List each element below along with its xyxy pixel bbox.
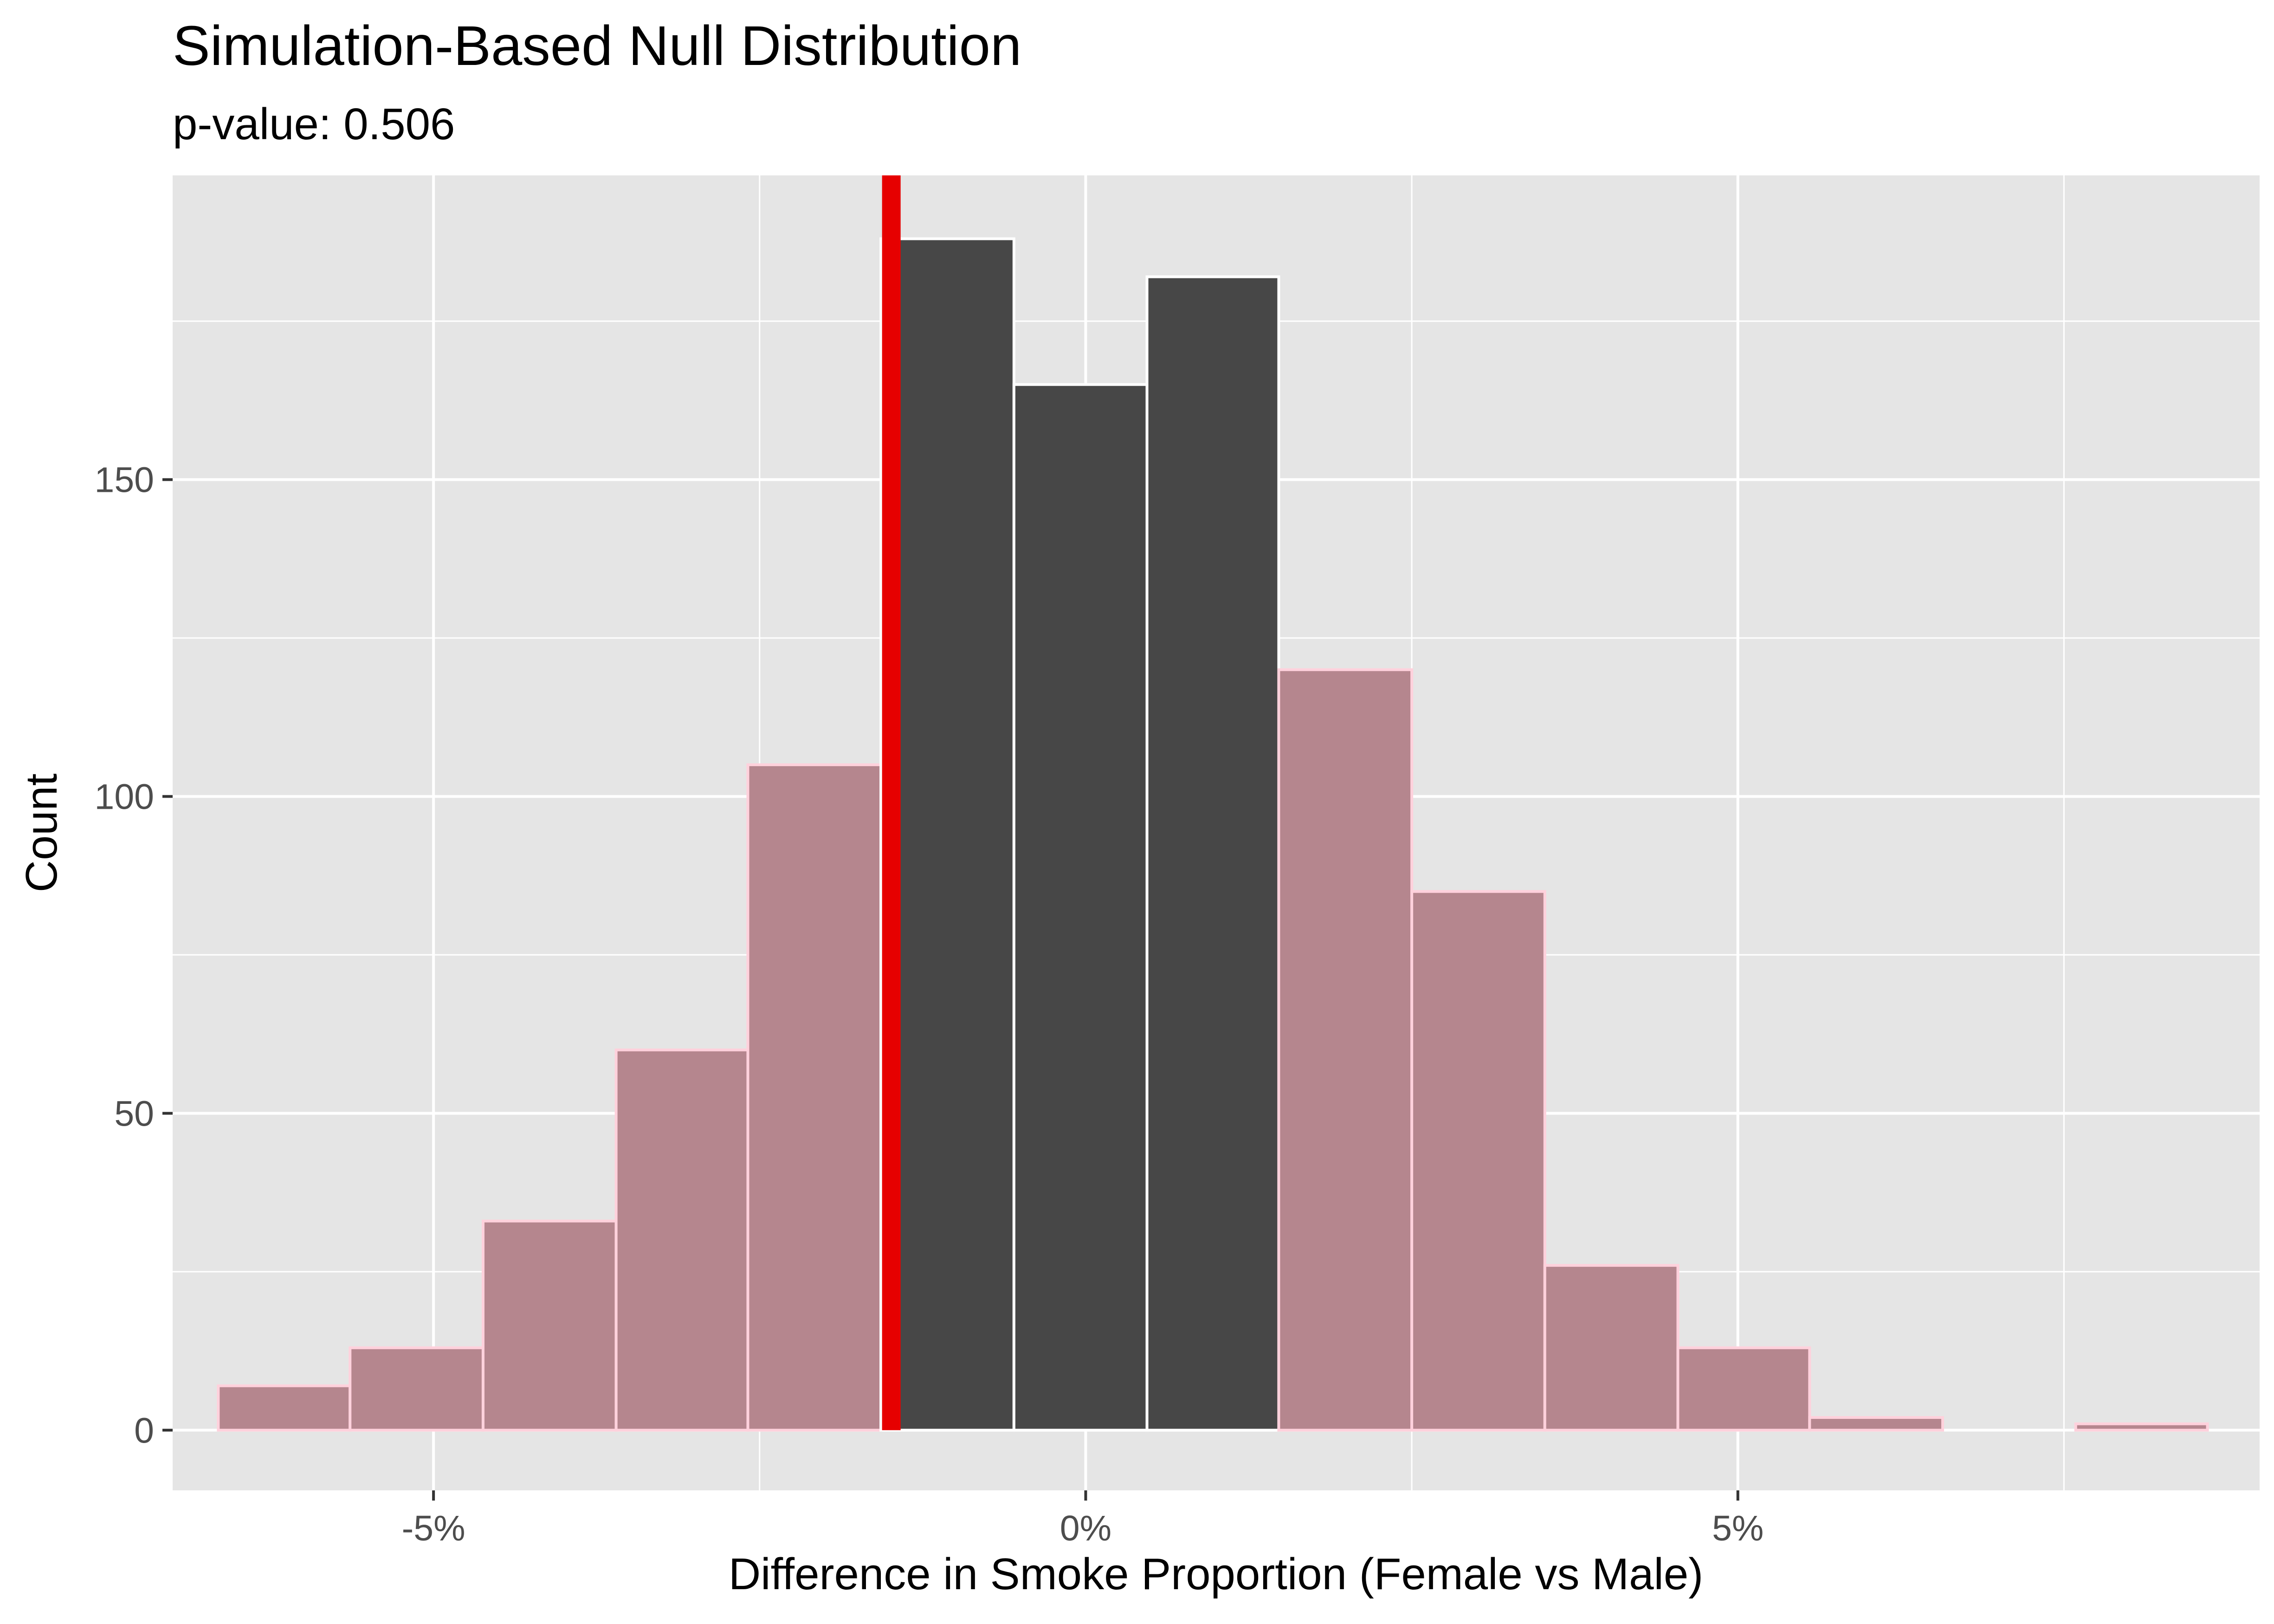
y-tick-label: 0 (134, 1411, 154, 1450)
histogram-bar-shaded (1676, 1346, 1811, 1432)
x-tick-label: 5% (1712, 1508, 1764, 1548)
y-axis-title: Count (17, 773, 66, 892)
histogram-bar-shaded (1277, 668, 1414, 1432)
histogram-bar-shaded (1410, 890, 1546, 1432)
y-tick-label: 150 (95, 460, 154, 500)
histogram-bar (1145, 275, 1280, 1432)
histogram-bar-shaded (1808, 1416, 1945, 1432)
histogram-bar-shaded (746, 763, 883, 1432)
axes: 0 50 100 150 -5% 0% 5% (95, 460, 1764, 1548)
x-tick-label: -5% (402, 1508, 465, 1548)
x-axis-title: Difference in Smoke Proportion (Female v… (729, 1549, 1703, 1599)
histogram-bar (1012, 383, 1149, 1432)
chart-title: Simulation-Based Null Distribution (173, 14, 1021, 77)
histogram-bar-shaded (481, 1219, 618, 1432)
histogram-bar-shaded (614, 1048, 749, 1432)
y-tick-label: 50 (114, 1094, 154, 1134)
histogram-bars (217, 237, 2209, 1432)
histogram-bar-shaded (349, 1346, 485, 1432)
histogram-bar-shaded (1543, 1264, 1680, 1432)
histogram-bar-shaded (217, 1384, 352, 1432)
histogram-bar-shaded (2074, 1422, 2209, 1432)
y-tick-label: 100 (95, 777, 154, 817)
chart-subtitle: p-value: 0.506 (173, 99, 455, 149)
x-tick-label: 0% (1060, 1508, 1111, 1548)
histogram-bar (879, 237, 1015, 1432)
